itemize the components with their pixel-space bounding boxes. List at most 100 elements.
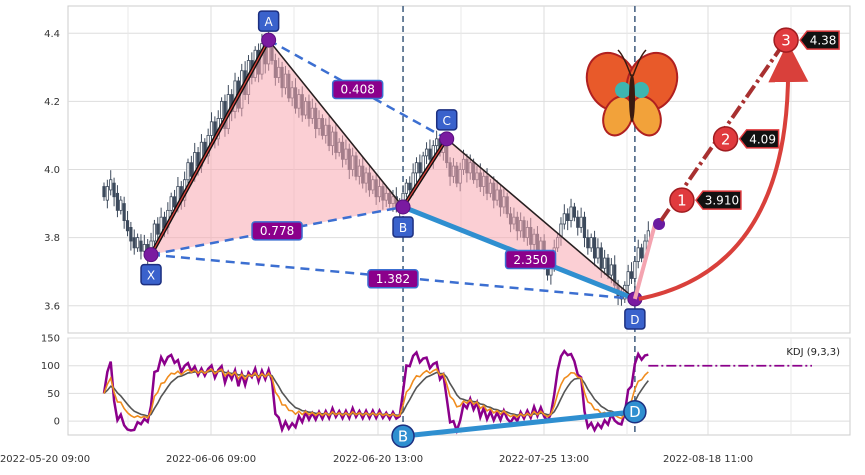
- candle-body: [152, 223, 156, 242]
- candle-body: [142, 244, 146, 252]
- target-2-tag: [738, 129, 780, 149]
- x-tick-label: 2022-05-20 09:00: [0, 454, 90, 465]
- pattern-label-a: A: [265, 15, 274, 29]
- candle-body: [418, 162, 422, 174]
- leg-xa-inner: [150, 39, 270, 255]
- candle-body: [609, 264, 613, 276]
- main-y-tick-label: 3.6: [44, 301, 60, 312]
- x-tick-label: 2022-06-06 09:00: [166, 454, 256, 465]
- ratio-label-text: 0.778: [260, 224, 294, 238]
- pattern-label-box: [435, 109, 458, 131]
- candle-body: [569, 206, 573, 221]
- target-3-circle: [773, 27, 799, 53]
- target-3-number: 3: [781, 32, 791, 50]
- candle-body: [125, 220, 130, 232]
- pattern-label-d: D: [630, 313, 639, 327]
- ratio-label-box: [504, 249, 557, 270]
- price-targets: 1 3.910 2 4.09 3 4.38: [632, 27, 840, 301]
- indicator-y-tick-label: 50: [47, 389, 60, 400]
- butterfly-pattern: 0.408 0.778 2.350 1.382 X A B C D: [140, 10, 646, 330]
- candle-body: [579, 216, 583, 228]
- candle-body: [589, 237, 593, 249]
- ratio-line-ac: [268, 38, 448, 140]
- main-y-tick-label: 4.2: [44, 97, 60, 108]
- ratio-label-text: 0.408: [341, 83, 375, 97]
- candle-body: [626, 271, 630, 286]
- main-y-tick-label: 4.0: [44, 165, 60, 176]
- indicator-y-axis: 0 50 100 150: [41, 334, 60, 428]
- pattern-label-box: [140, 263, 162, 286]
- candle-body: [428, 148, 432, 160]
- x-axis: 2022-05-20 09:00 2022-06-06 09:00 2022-06-…: [0, 454, 753, 465]
- kdj-line-j: [102, 348, 649, 435]
- candle-body: [646, 230, 650, 242]
- butterfly-body: [629, 74, 635, 122]
- kdj-divergence-point-b: [391, 424, 415, 448]
- candle-body: [603, 257, 607, 269]
- indicator-y-tick-label: 0: [54, 417, 60, 428]
- leg-cd: [446, 138, 636, 300]
- butterfly-spot-left: [615, 82, 631, 98]
- ratio-label-text: 1.382: [376, 272, 410, 286]
- candle-body: [596, 247, 600, 259]
- candle-body: [586, 237, 590, 249]
- target-2-circle: [712, 126, 739, 152]
- kdj-line-d: [103, 369, 649, 417]
- candle-body: [414, 162, 419, 174]
- candle-body: [122, 203, 126, 221]
- pattern-label-box: [624, 308, 646, 330]
- candle-body: [572, 206, 577, 218]
- candle-body: [186, 162, 190, 181]
- candle-body: [566, 213, 570, 221]
- target-1-number: 1: [677, 192, 687, 210]
- candle-body: [562, 213, 566, 225]
- pattern-label-box: [392, 216, 414, 238]
- pattern-point-a: [261, 32, 277, 48]
- pattern-point-b: [395, 199, 411, 215]
- x-tick-label: 2022-06-20 13:00: [333, 454, 423, 465]
- leg-bc-inner: [402, 138, 448, 208]
- kdj-divergence-line: [400, 409, 638, 439]
- candle-body: [592, 237, 597, 259]
- candle-body: [115, 192, 120, 211]
- ratio-label-box: [331, 79, 384, 100]
- candle-body: [640, 247, 644, 259]
- butterfly-icon: [585, 49, 679, 137]
- indicator-panel-frame: [67, 337, 851, 436]
- candle-body: [404, 182, 409, 194]
- candle-body: [109, 179, 113, 191]
- pattern-label-box: [257, 10, 280, 32]
- target-1-tag: [694, 190, 742, 210]
- candle-body: [408, 182, 412, 191]
- x-tick-label: 2022-07-25 13:00: [499, 454, 589, 465]
- candle-body: [132, 237, 136, 249]
- kdj-divergence-point-d: [623, 399, 647, 424]
- candle-body: [156, 223, 160, 235]
- candle-body: [636, 247, 640, 262]
- target-3-value: 4.38: [810, 34, 837, 48]
- kdj-divergence-label-d: D: [629, 403, 641, 421]
- candle-body: [189, 162, 193, 177]
- candle-body: [112, 182, 116, 198]
- pattern-point-c: [439, 131, 455, 147]
- candle-body: [209, 121, 214, 136]
- candle-body: [424, 148, 429, 157]
- indicator-y-tick-label: 150: [41, 334, 60, 345]
- leg-ab: [268, 39, 404, 208]
- candle-body: [599, 247, 603, 269]
- candle-body: [633, 261, 637, 279]
- main-y-axis: 3.6 3.8 4.0 4.2 4.4: [44, 29, 60, 313]
- pattern-label-c: C: [443, 114, 451, 128]
- ratio-label-box: [251, 221, 303, 241]
- ratio-label-text: 2.350: [513, 253, 547, 267]
- main-y-tick-label: 3.8: [44, 233, 60, 244]
- candle-body: [421, 155, 425, 174]
- kdj-divergence-label-b: B: [398, 428, 408, 446]
- triangle-xab: [151, 40, 404, 255]
- target-curved-arrow: [638, 42, 809, 301]
- ratio-label-box: [367, 269, 419, 289]
- target-2-value: 4.09: [749, 132, 776, 146]
- candle-body: [105, 186, 109, 201]
- main-y-tick-label: 4.4: [44, 29, 60, 40]
